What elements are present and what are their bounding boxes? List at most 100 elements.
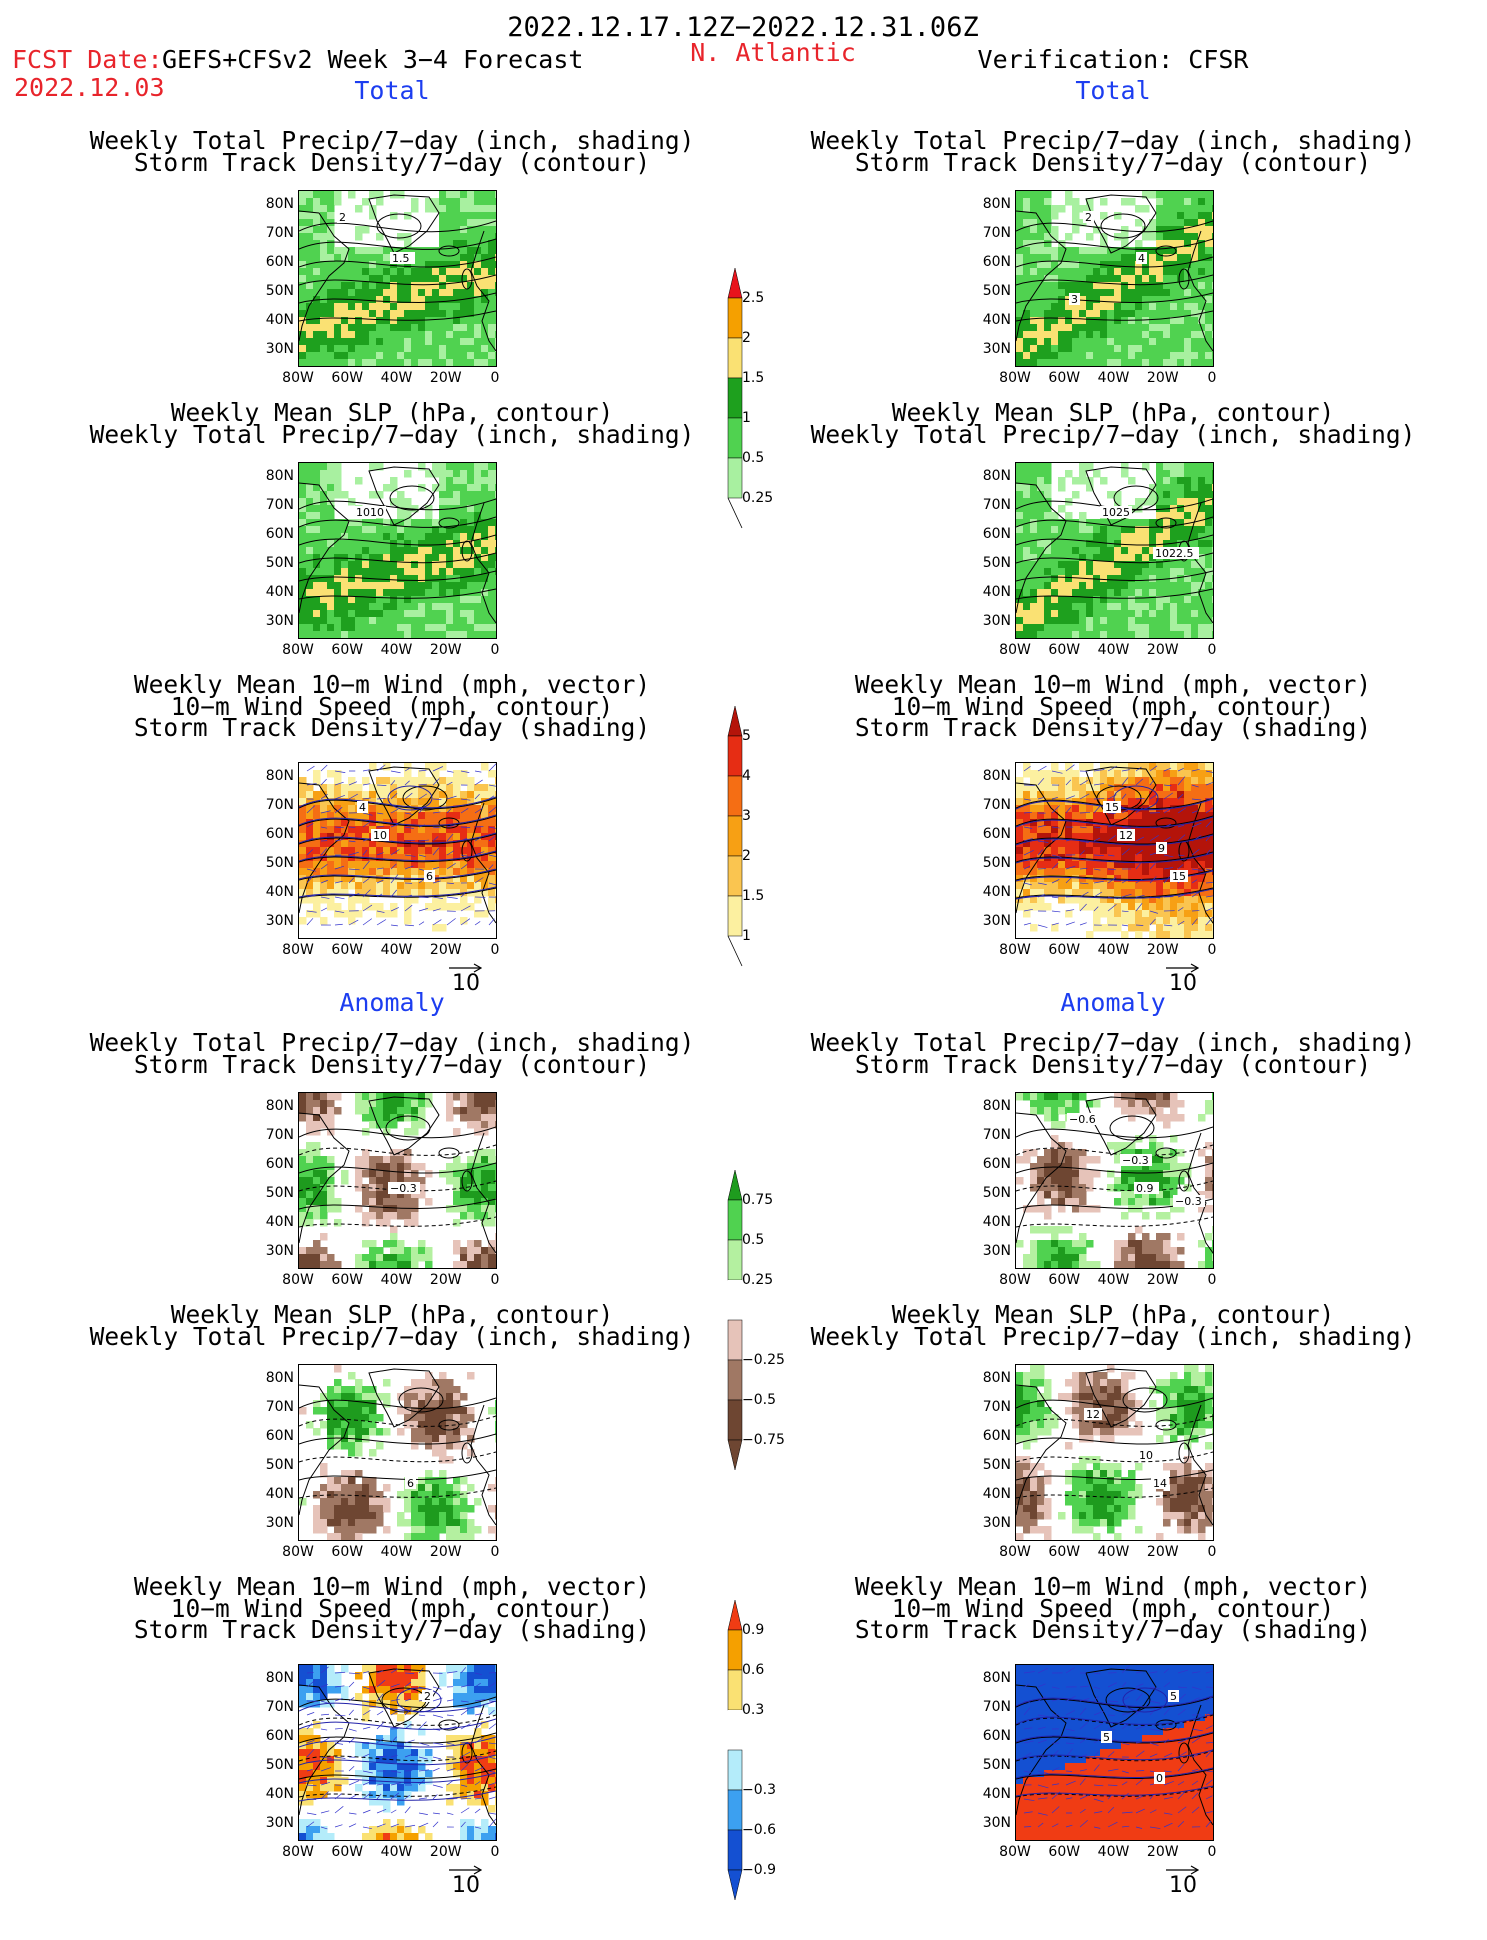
shade-cell <box>453 1163 461 1171</box>
shade-cell <box>1093 324 1101 332</box>
shade-cell <box>1163 1121 1171 1129</box>
x-tick-label: 40W <box>381 1272 413 1288</box>
shade-cell <box>1191 359 1199 366</box>
shade-cell <box>1128 477 1136 485</box>
shade-cell <box>383 331 391 339</box>
shade-cell <box>362 1156 370 1164</box>
iceland-outline <box>439 1148 459 1158</box>
shade-cell <box>299 212 307 220</box>
shade-cell <box>1107 533 1115 541</box>
shade-cell <box>362 1212 370 1220</box>
shade-cell <box>369 582 377 590</box>
shade-cell <box>320 624 328 632</box>
shade-cell <box>1198 791 1206 799</box>
shade-cell <box>1023 338 1031 346</box>
shade-cell <box>1142 1100 1150 1108</box>
shade-cell <box>334 261 342 269</box>
shade-cell <box>306 847 314 855</box>
shade-cell <box>460 631 468 638</box>
shade-cell <box>446 310 454 318</box>
shade-cell <box>418 575 426 583</box>
shade-cell <box>1156 289 1164 297</box>
shade-cell <box>453 198 461 206</box>
shade-cell <box>327 561 335 569</box>
shade-cell <box>383 1205 391 1213</box>
shade-cell <box>1072 226 1080 234</box>
shade-cell <box>397 826 405 834</box>
y-tick-label: 40N <box>262 312 294 328</box>
shade-cell <box>334 247 342 255</box>
shade-cell <box>362 603 370 611</box>
shade-cell <box>439 484 447 492</box>
shade-cell <box>320 240 328 248</box>
shade-cell <box>1156 833 1164 841</box>
shade-cell <box>1184 212 1192 220</box>
shade-cell <box>432 631 440 638</box>
fcst-total-precip-track-map: 21.5 <box>299 191 496 366</box>
shade-cell <box>432 533 440 541</box>
shade-cell <box>1093 1170 1101 1178</box>
shade-cell <box>1191 617 1199 625</box>
shade-cell <box>1205 875 1213 883</box>
shade-cell <box>1058 896 1066 904</box>
shade-cell <box>1135 219 1143 227</box>
shade-cell <box>439 219 447 227</box>
shade-cell <box>320 359 328 366</box>
shade-cell <box>1156 882 1164 890</box>
shade-cell <box>467 1254 475 1262</box>
shade-cell <box>355 303 363 311</box>
shade-cell <box>446 1114 454 1122</box>
shade-cell <box>1107 889 1115 897</box>
shade-cell <box>467 205 475 213</box>
shade-cell <box>1135 868 1143 876</box>
shade-cell <box>397 282 405 290</box>
shade-cell <box>299 791 307 799</box>
shade-cell <box>460 212 468 220</box>
shade-cell <box>1135 331 1143 339</box>
shade-cell <box>418 359 426 366</box>
shade-cell <box>348 191 356 199</box>
shade-cell <box>327 1177 335 1185</box>
shade-cell <box>1016 798 1024 806</box>
shade-cell <box>1142 854 1150 862</box>
wind-vector <box>419 922 424 925</box>
shade-cell <box>1072 1177 1080 1185</box>
shade-cell <box>306 191 314 199</box>
shade-cell <box>1072 603 1080 611</box>
shade-cell <box>481 1149 489 1157</box>
shade-cell <box>1114 603 1122 611</box>
shade-cell <box>1023 805 1031 813</box>
shade-cell <box>1058 617 1066 625</box>
shade-cell <box>313 903 321 911</box>
shade-cell <box>495 296 496 304</box>
shade-cell <box>369 1198 377 1206</box>
shade-cell <box>404 533 412 541</box>
shade-cell <box>306 568 314 576</box>
y-tick-label: 80N <box>262 768 294 784</box>
shade-cell <box>306 296 314 304</box>
shade-cell <box>1212 226 1213 234</box>
y-tick-label: 60N <box>262 526 294 542</box>
shade-cell <box>1044 784 1052 792</box>
panel-title: Storm Track Density/7−day (shading) <box>134 715 650 741</box>
shade-cell <box>1156 1163 1164 1171</box>
shade-cell <box>467 345 475 353</box>
shade-cell <box>1044 331 1052 339</box>
shade-cell <box>1212 247 1213 255</box>
shade-cell <box>1149 219 1157 227</box>
shade-cell <box>320 1254 328 1262</box>
shade-cell <box>1121 603 1129 611</box>
shade-cell <box>404 575 412 583</box>
shade-cell <box>299 833 307 841</box>
shade-cell <box>446 624 454 632</box>
shade-cell <box>1016 624 1024 632</box>
shade-cell <box>1170 470 1178 478</box>
shade-cell <box>383 603 391 611</box>
shade-cell <box>1086 275 1094 283</box>
wind-vector <box>475 771 481 772</box>
shade-cell <box>460 561 468 569</box>
shade-cell <box>1198 470 1206 478</box>
shade-cell <box>306 1100 314 1108</box>
shade-cell <box>327 477 335 485</box>
shade-cell <box>488 289 496 297</box>
